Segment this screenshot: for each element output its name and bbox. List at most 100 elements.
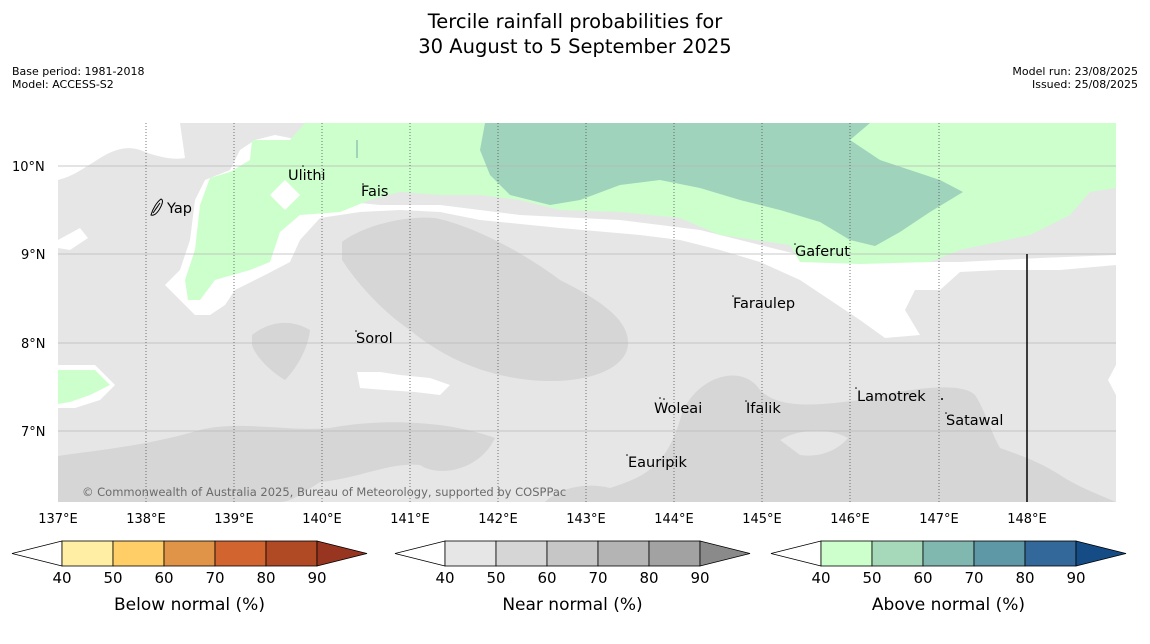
above-normal-colorbar-high-extension <box>1075 540 1127 567</box>
place-label-lamotrek: Lamotrek <box>857 389 926 405</box>
above-normal-colorbar-segment <box>922 540 975 567</box>
title-line-2: 30 August to 5 September 2025 <box>418 35 732 58</box>
lon-label-141e: 141°E <box>390 512 430 527</box>
below-normal-colorbar-tick: 90 <box>307 569 326 587</box>
place-label-faraulep: Faraulep <box>733 296 795 312</box>
above-normal-colorbar-segment <box>820 540 873 567</box>
below-normal-colorbar-tick: 80 <box>256 569 275 587</box>
place-label-sorol: Sorol <box>356 331 393 347</box>
above-normal-colorbar-tick: 50 <box>862 569 881 587</box>
above-normal-colorbar: 40 50 60 70 80 90 Above normal (%) <box>770 540 1127 615</box>
near-normal-colorbar-title: Near normal (%) <box>502 595 642 615</box>
below-normal-colorbar-segment <box>61 540 114 567</box>
below-normal-colorbar-tick: 40 <box>52 569 71 587</box>
lon-label-145e: 145°E <box>742 512 782 527</box>
near-normal-colorbar-segment <box>444 540 497 567</box>
lat-label-10n: 10°N <box>12 160 45 175</box>
lon-label-148e: 148°E <box>1007 512 1047 527</box>
near-normal-50-60-west-patch <box>252 322 310 380</box>
place-label-satawal: Satawal <box>946 413 1003 429</box>
place-labels: Yap Ulithi Fais Gaferut Faraulep Sorol W… <box>166 168 1003 471</box>
white-notch <box>270 180 300 210</box>
lon-label-138e: 138°E <box>126 512 166 527</box>
below-normal-colorbar-segment <box>112 540 165 567</box>
place-label-ulithi: Ulithi <box>288 168 326 184</box>
lon-label-147e: 147°E <box>919 512 959 527</box>
near-normal-colorbar-tick: 50 <box>486 569 505 587</box>
lon-label-143e: 143°E <box>566 512 606 527</box>
title-line-1: Tercile rainfall probabilities for <box>427 10 723 33</box>
model-run-text: Model run: 23/08/2025 <box>1012 65 1138 78</box>
lon-label-142e: 142°E <box>478 512 518 527</box>
below-normal-colorbar-tick: 70 <box>205 569 224 587</box>
near-normal-colorbar-tick: 80 <box>639 569 658 587</box>
above-normal-colorbar-tick: 40 <box>811 569 830 587</box>
below-normal-colorbar-segment <box>214 540 267 567</box>
map-area: Yap Ulithi Fais Gaferut Faraulep Sorol W… <box>58 123 1116 502</box>
longitude-labels: 137°E 138°E 139°E 140°E 141°E 142°E 143°… <box>38 512 1047 527</box>
lon-label-137e: 137°E <box>38 512 78 527</box>
model-name-text: Model: ACCESS-S2 <box>12 78 114 91</box>
near-normal-50-60-southwest-strip <box>58 440 330 502</box>
yap-island-outline <box>150 198 163 216</box>
lon-label-140e: 140°E <box>302 512 342 527</box>
above-normal-50-60-north <box>480 123 963 246</box>
place-label-eauripik: Eauripik <box>628 455 687 471</box>
white-region-west-band <box>165 135 1116 338</box>
near-normal-50-60-central <box>342 217 629 382</box>
lon-label-144e: 144°E <box>654 512 694 527</box>
base-info: Base period: 1981-2018 Model: ACCESS-S2 <box>12 65 144 91</box>
lon-label-146e: 146°E <box>830 512 870 527</box>
near-normal-colorbar-tick: 40 <box>435 569 454 587</box>
below-normal-colorbar: 40 50 60 70 80 90 Below normal (%) <box>11 540 368 615</box>
above-normal-colorbar-tick: 60 <box>913 569 932 587</box>
latitude-labels: 10°N 9°N 8°N 7°N <box>12 160 46 440</box>
map-gridlines <box>58 123 1116 502</box>
white-region-west-coast <box>58 228 88 250</box>
place-label-fais: Fais <box>361 184 388 200</box>
lat-label-9n: 9°N <box>21 248 46 263</box>
lat-label-8n: 8°N <box>21 337 46 352</box>
above-normal-colorbar-low-extension <box>770 540 822 567</box>
white-region-islet-a <box>357 372 450 395</box>
near-normal-colorbar-segment <box>495 540 548 567</box>
above-normal-colorbar-tick: 90 <box>1066 569 1085 587</box>
below-normal-colorbar-low-extension <box>11 540 63 567</box>
near-normal-colorbar-tick: 90 <box>690 569 709 587</box>
near-normal-colorbar-tick: 70 <box>588 569 607 587</box>
above-normal-40-50-west-strip <box>58 370 110 404</box>
place-label-yap: Yap <box>166 201 192 217</box>
near-normal-colorbar-tick: 60 <box>537 569 556 587</box>
above-normal-colorbar-title: Above normal (%) <box>872 595 1025 615</box>
below-normal-colorbar-title: Below normal (%) <box>114 595 265 615</box>
run-info: Model run: 23/08/2025 Issued: 25/08/2025 <box>1012 65 1138 91</box>
below-normal-colorbar-high-extension <box>316 540 368 567</box>
place-label-ifalik: Ifalik <box>746 401 781 417</box>
place-label-woleai: Woleai <box>654 401 702 417</box>
above-normal-colorbar-tick: 70 <box>964 569 983 587</box>
lon-label-139e: 139°E <box>214 512 254 527</box>
place-label-gaferut: Gaferut <box>795 244 850 260</box>
above-normal-colorbar-segment <box>973 540 1026 567</box>
near-normal-colorbar-segment <box>597 540 650 567</box>
below-normal-colorbar-segment <box>265 540 318 567</box>
issued-date-text: Issued: 25/08/2025 <box>1031 78 1138 91</box>
near-normal-colorbar-segment <box>648 540 701 567</box>
near-normal-colorbar-low-extension <box>394 540 446 567</box>
near-normal-colorbar-high-extension <box>699 540 751 567</box>
white-region-northwest <box>58 123 185 180</box>
white-region-east-edge <box>1108 365 1116 395</box>
below-normal-colorbar-tick: 50 <box>103 569 122 587</box>
below-normal-colorbar-tick: 60 <box>154 569 173 587</box>
map-title: Tercile rainfall probabilities for 30 Au… <box>0 9 1150 59</box>
above-normal-colorbar-segment <box>1024 540 1077 567</box>
above-normal-colorbar-segment <box>871 540 924 567</box>
near-normal-colorbar: 40 50 60 70 80 90 Near normal (%) <box>394 540 751 615</box>
lat-label-7n: 7°N <box>21 425 46 440</box>
near-normal-40-50-islet <box>780 430 848 456</box>
above-normal-colorbar-tick: 80 <box>1015 569 1034 587</box>
base-period-text: Base period: 1981-2018 <box>12 65 145 78</box>
near-normal-colorbar-segment <box>546 540 599 567</box>
colorbar-legends: 40 50 60 70 80 90 Below normal (%) 40 50 60 70 80 90… <box>11 540 1127 615</box>
